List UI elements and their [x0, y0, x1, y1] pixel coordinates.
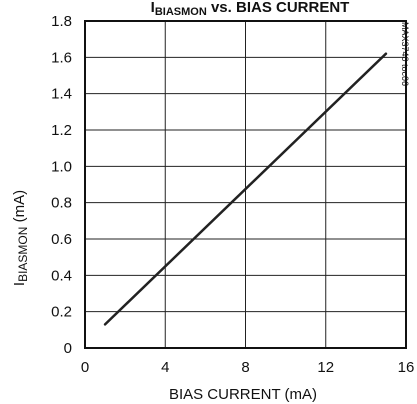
y-axis-label: IBIASMON (mA): [11, 190, 30, 286]
series-layer: [103, 52, 388, 326]
y-tick-label: 1.6: [51, 49, 72, 66]
y-tick-label: 1.2: [51, 122, 72, 139]
y-tick-labels: 0 0.2 0.4 0.6 0.8 1.0 1.2 1.4 1.6 1.8: [51, 13, 72, 357]
y-axis-label-main: I: [11, 282, 28, 286]
chart-title-rest: vs. BIAS CURRENT: [207, 0, 350, 16]
x-tick-label: 16: [398, 359, 415, 376]
side-code-label: MAX3740 toc06: [400, 22, 410, 86]
y-tick-label: 0: [64, 340, 72, 357]
y-axis-label-rest: (mA): [11, 190, 28, 227]
y-tick-label: 1.8: [51, 13, 72, 30]
chart-title: IBIASMON vs. BIAS CURRENT: [151, 0, 350, 18]
y-tick-label: 0.4: [51, 267, 72, 284]
x-tick-label: 0: [81, 359, 89, 376]
x-tick-label: 8: [241, 359, 249, 376]
y-tick-label: 1.0: [51, 158, 72, 175]
chart-title-main: I: [151, 0, 155, 16]
grid: [85, 21, 406, 348]
y-tick-label: 0.2: [51, 304, 72, 321]
x-tick-labels: 0 4 8 12 16: [81, 359, 415, 376]
plot-frame: [84, 20, 407, 349]
y-axis-label-sub: BIASMON: [16, 227, 30, 282]
x-axis-label: BIAS CURRENT (mA): [169, 386, 317, 403]
y-tick-label: 0.8: [51, 195, 72, 212]
y-tick-label: 1.4: [51, 86, 72, 103]
x-tick-label: 4: [161, 359, 169, 376]
series-line: [103, 52, 388, 326]
chart-title-sub: BIASMON: [155, 6, 207, 18]
x-tick-label: 12: [317, 359, 334, 376]
y-tick-label: 0.6: [51, 231, 72, 248]
